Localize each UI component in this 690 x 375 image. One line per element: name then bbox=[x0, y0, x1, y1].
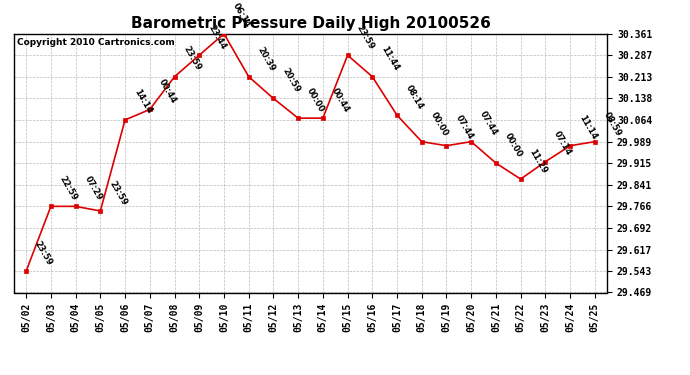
Text: 11:44: 11:44 bbox=[380, 45, 400, 72]
Text: 23:59: 23:59 bbox=[355, 24, 375, 51]
Text: 23:44: 23:44 bbox=[206, 23, 227, 51]
Text: 23:59: 23:59 bbox=[33, 239, 55, 267]
Text: 08:14: 08:14 bbox=[404, 84, 425, 111]
Text: 23:59: 23:59 bbox=[181, 45, 203, 72]
Text: 07:29: 07:29 bbox=[83, 175, 104, 202]
Text: 00:44: 00:44 bbox=[157, 78, 178, 105]
Text: 20:59: 20:59 bbox=[280, 67, 302, 94]
Text: 11:29: 11:29 bbox=[528, 147, 549, 175]
Text: 07:44: 07:44 bbox=[478, 110, 500, 138]
Text: Copyright 2010 Cartronics.com: Copyright 2010 Cartronics.com bbox=[17, 38, 175, 46]
Text: 07:14: 07:14 bbox=[552, 130, 573, 158]
Text: 00:00: 00:00 bbox=[428, 110, 450, 138]
Text: 11:14: 11:14 bbox=[577, 114, 598, 141]
Text: 00:00: 00:00 bbox=[305, 87, 326, 114]
Text: 07:44: 07:44 bbox=[453, 114, 475, 141]
Text: 14:14: 14:14 bbox=[132, 88, 153, 116]
Text: 08:59: 08:59 bbox=[602, 110, 623, 138]
Title: Barometric Pressure Daily High 20100526: Barometric Pressure Daily High 20100526 bbox=[130, 16, 491, 31]
Text: 06:14: 06:14 bbox=[231, 2, 252, 30]
Text: 22:59: 22:59 bbox=[58, 174, 79, 202]
Text: 20:39: 20:39 bbox=[255, 45, 277, 72]
Text: 00:44: 00:44 bbox=[330, 87, 351, 114]
Text: 23:59: 23:59 bbox=[107, 179, 128, 207]
Text: 00:00: 00:00 bbox=[503, 132, 524, 159]
